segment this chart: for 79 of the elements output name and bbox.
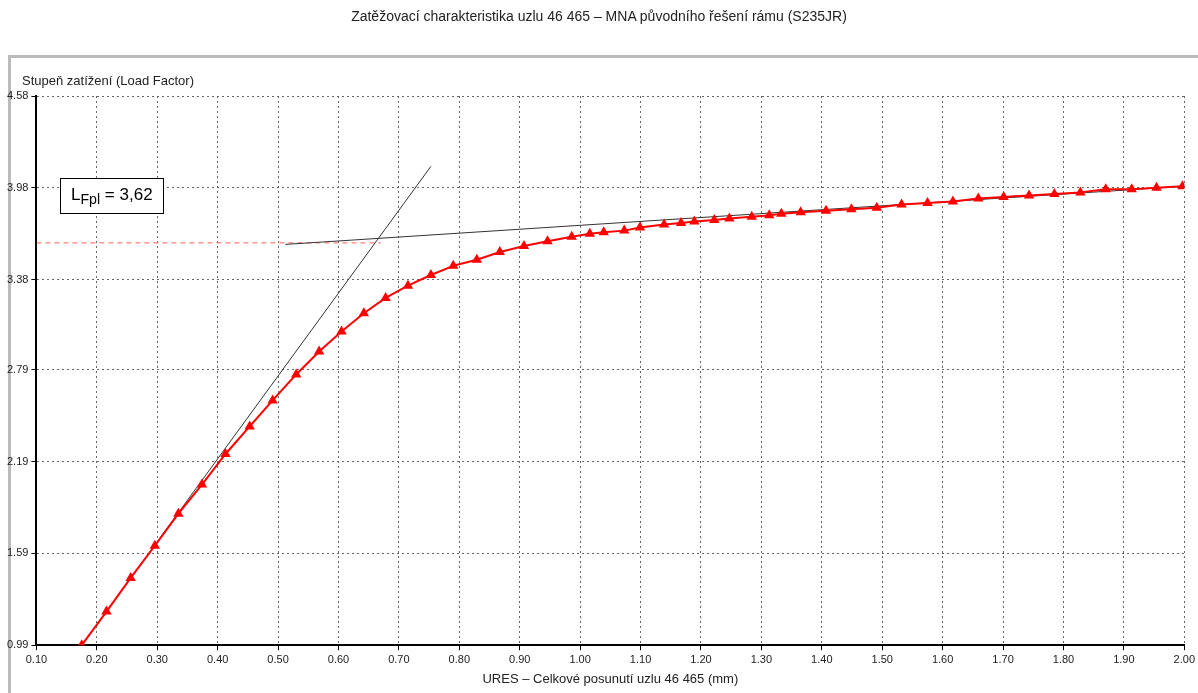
point: [543, 236, 552, 245]
point: [619, 225, 629, 234]
point: [291, 369, 301, 378]
x-tick-label: 1.70: [992, 652, 1014, 665]
x-tick-label: 1.60: [931, 652, 954, 665]
x-tick-label: 0.90: [509, 652, 531, 665]
annotation: L$_{Fpl}$ = 3,62: [60, 178, 164, 215]
point: [948, 196, 958, 205]
point: [102, 606, 111, 615]
point: [173, 508, 183, 517]
point: [448, 260, 458, 269]
point: [635, 222, 645, 231]
point: [567, 231, 577, 240]
point: [872, 202, 882, 211]
x-tick-label: 1.20: [690, 652, 712, 665]
x-tick-label: 0.50: [267, 652, 289, 665]
point: [472, 254, 482, 263]
point: [1127, 184, 1137, 193]
point: [676, 217, 686, 226]
point: [796, 207, 806, 216]
point: [221, 448, 230, 457]
x-tick-label: 1.90: [1113, 652, 1135, 665]
point: [599, 227, 609, 236]
point: [519, 240, 529, 249]
y-tick-label: 4.58: [6, 89, 29, 102]
x-tick-label: 0.20: [86, 652, 108, 665]
point: [923, 198, 932, 207]
point: [268, 395, 278, 404]
point: [381, 292, 391, 301]
x-tick-label: 0.10: [25, 652, 48, 665]
x-tick-label: 1.80: [1052, 652, 1075, 665]
chart-title: Zatěžovací charakteristika uzlu 46 465 – MNA původního řešení rámu (S235JR): [350, 8, 848, 24]
point: [1101, 184, 1111, 193]
y-tick-label: 2.79: [6, 362, 29, 375]
y-tick-label: 2.19: [6, 454, 29, 467]
point: [403, 280, 413, 289]
x-axis-title: URES – Celkové posunutí uzlu 46 465 (mm): [482, 670, 739, 686]
point: [999, 191, 1009, 200]
x-tick-label: 1.50: [871, 652, 893, 665]
x-tick-label: 1.00: [569, 652, 591, 665]
x-tick-label: 0.70: [388, 652, 410, 665]
point: [337, 326, 346, 335]
point: [724, 213, 734, 222]
point: [747, 211, 757, 220]
y-axis-title: Stupeň zatížení (Load Factor): [22, 73, 194, 88]
x-tick-label: 1.30: [750, 652, 773, 665]
point: [689, 216, 699, 225]
point: [245, 421, 255, 430]
point: [973, 193, 983, 202]
point: [1024, 190, 1034, 199]
x-tick-label: 1.10: [629, 652, 652, 665]
point: [659, 219, 669, 228]
point: [764, 210, 774, 219]
y-tick-label: 1.59: [6, 546, 29, 559]
point: [846, 204, 856, 213]
x-tick-label: 0.80: [448, 652, 471, 665]
point: [585, 228, 595, 237]
x-tick-label: 2.00: [1173, 652, 1196, 665]
point: [150, 540, 160, 549]
y-tick-label: 3.38: [6, 272, 29, 285]
point: [1152, 182, 1161, 191]
point: [776, 208, 786, 217]
x-tick-label: 0.60: [327, 652, 350, 665]
point: [709, 214, 719, 223]
x-tick-label: 1.40: [811, 652, 833, 665]
point: [426, 269, 436, 278]
point: [495, 247, 505, 256]
point: [197, 479, 207, 488]
point: [314, 346, 324, 355]
point: [1049, 188, 1059, 197]
y-tick-label: 0.99: [6, 638, 29, 651]
point: [897, 199, 907, 208]
point: [359, 308, 369, 317]
point: [821, 205, 831, 214]
x-tick-label: 0.40: [206, 652, 229, 665]
point: [126, 572, 136, 581]
x-tick-label: 0.30: [146, 652, 168, 665]
y-tick-label: 3.98: [6, 180, 29, 193]
point: [1075, 187, 1085, 196]
